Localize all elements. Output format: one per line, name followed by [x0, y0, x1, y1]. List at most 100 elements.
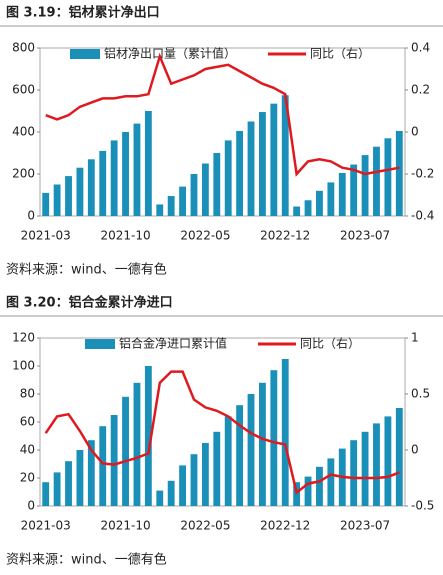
bar: [224, 416, 232, 506]
chart-title: 图 3.19：铝材累计净出口: [6, 5, 160, 21]
y-tick-label: 400: [12, 125, 35, 139]
bar: [133, 123, 141, 216]
bar: [65, 176, 72, 216]
x-tick-label: 2022-12: [260, 519, 310, 533]
chart-title: 图 3.20：铝合金累计净进口: [6, 295, 173, 311]
line: [45, 52, 400, 177]
bar: [167, 480, 175, 506]
legend-label: 铝材净出口量（累计值）: [104, 46, 236, 61]
bar: [293, 206, 301, 216]
bar: [53, 472, 61, 506]
bar: [384, 138, 392, 216]
source-note: 资料来源：wind、一德有色: [6, 262, 167, 278]
bar: [259, 112, 266, 216]
bar: [384, 416, 392, 506]
legend-label: 同比（右）: [310, 46, 370, 61]
bar: [316, 190, 323, 216]
bar: [190, 454, 198, 506]
y2-tick-label: -0.2: [411, 167, 434, 181]
bar: [76, 167, 84, 216]
x-tick-label: 2021-03: [21, 229, 71, 243]
bar: [213, 431, 221, 506]
bar: [316, 466, 323, 506]
bar: [122, 132, 129, 216]
y2-tick-label: 0.5: [411, 387, 430, 401]
legend-label: 同比（右）: [300, 336, 360, 351]
bar: [76, 450, 84, 506]
y2-tick-label: -0.4: [411, 209, 434, 223]
x-tick-label: 2022-05: [180, 229, 230, 243]
bar: [236, 130, 244, 216]
bar: [270, 103, 278, 216]
bar: [327, 182, 335, 216]
x-tick-label: 2021-10: [100, 519, 150, 533]
x-tick-label: 2021-10: [100, 229, 150, 243]
bar: [373, 423, 380, 506]
bar: [373, 146, 380, 216]
bar: [304, 476, 312, 506]
bar: [247, 394, 255, 506]
bar: [395, 130, 403, 216]
x-tick-label: 2022-12: [260, 229, 310, 243]
bar: [156, 204, 164, 216]
bar: [350, 164, 358, 216]
line: [44, 370, 400, 495]
y-tick-label: 0: [27, 209, 35, 223]
x-tick-label: 2023-07: [340, 229, 390, 243]
y2-tick-label: -0.5: [411, 499, 434, 513]
x-tick-label: 2022-05: [180, 519, 230, 533]
y-tick-label: 60: [20, 415, 35, 429]
bar: [361, 431, 369, 506]
bar: [144, 111, 152, 216]
legend-swatch: [85, 339, 115, 349]
bar: [179, 465, 186, 506]
y2-tick-label: 0: [411, 125, 419, 139]
bar: [53, 184, 61, 216]
bar: [395, 408, 403, 506]
bar: [133, 382, 141, 506]
y2-tick-label: 0.4: [411, 41, 430, 55]
bar: [99, 426, 107, 506]
y-tick-label: 800: [12, 41, 35, 55]
bar: [224, 140, 232, 216]
bar: [122, 396, 129, 506]
bar: [304, 200, 312, 216]
legend-swatch: [70, 49, 100, 59]
y-tick-label: 80: [20, 387, 35, 401]
bar: [179, 186, 186, 216]
bar: [361, 155, 369, 216]
y2-tick-label: 1: [411, 331, 419, 345]
bar: [236, 405, 244, 506]
y-tick-label: 200: [12, 167, 35, 181]
source-note: 资料来源：wind、一德有色: [6, 552, 167, 568]
bar: [259, 382, 266, 506]
bar: [87, 440, 95, 506]
y-tick-label: 40: [20, 443, 35, 457]
bar: [99, 150, 107, 216]
bar: [144, 366, 152, 506]
bar: [65, 461, 72, 506]
bar: [338, 172, 346, 216]
bar: [167, 196, 175, 216]
bar: [281, 359, 289, 506]
bar: [213, 153, 221, 216]
legend-label: 铝合金净进口累计值: [119, 336, 227, 351]
y-tick-label: 120: [12, 331, 35, 345]
y-tick-label: 0: [27, 499, 35, 513]
x-tick-label: 2023-07: [340, 519, 390, 533]
y-tick-label: 600: [12, 83, 35, 97]
bar: [201, 163, 209, 216]
bar: [190, 174, 198, 216]
y2-tick-label: 0.2: [411, 83, 430, 97]
bar: [281, 95, 289, 216]
bar: [87, 159, 95, 216]
y-tick-label: 20: [20, 471, 35, 485]
bar: [42, 482, 50, 506]
bar: [110, 140, 118, 216]
y2-tick-label: 0: [411, 443, 419, 457]
bar: [350, 440, 358, 506]
bar: [201, 443, 209, 506]
bar: [247, 121, 255, 216]
x-tick-label: 2021-03: [21, 519, 71, 533]
